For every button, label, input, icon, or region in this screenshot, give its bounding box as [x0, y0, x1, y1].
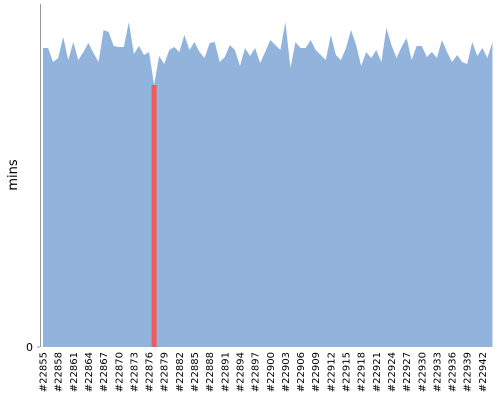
x-tick-label: #22873	[129, 352, 140, 392]
x-tick-label: #22921	[372, 352, 383, 392]
area	[43, 22, 493, 347]
x-tick-label: #22918	[357, 352, 368, 392]
x-tick-label: #22864	[84, 352, 95, 392]
x-tick-label: #22888	[205, 352, 216, 392]
x-tick-label: #22903	[281, 352, 292, 392]
x-tick-label: #22936	[448, 352, 459, 392]
x-tick-label: #22912	[326, 352, 337, 392]
x-tick-label: #22939	[463, 352, 474, 392]
x-tick-label: #22879	[160, 352, 171, 392]
y-axis-label: mins	[6, 159, 21, 191]
y-tick-label: 0	[26, 341, 33, 354]
x-tick-label: #22855	[39, 352, 50, 392]
x-tick-label: #22861	[69, 352, 80, 392]
x-tick-label: #22897	[251, 352, 262, 392]
x-tick-label: #22942	[478, 352, 489, 392]
highlight-bar	[151, 85, 157, 347]
x-tick-label: #22876	[145, 352, 156, 392]
x-tick-label: #22933	[432, 352, 443, 392]
x-tick-label: #22930	[417, 352, 428, 392]
x-tick-label: #22891	[220, 352, 231, 392]
x-tick-label: #22858	[54, 352, 65, 392]
x-tick-label: #22924	[387, 352, 398, 392]
x-tick-label: #22909	[311, 352, 322, 392]
x-tick-label: #22927	[402, 352, 413, 392]
x-tick-label: #22870	[114, 352, 125, 392]
x-tick-label: #22885	[190, 352, 201, 392]
x-tick-label: #22900	[266, 352, 277, 392]
x-tick-label: #22867	[99, 352, 110, 392]
x-tick-label: #22906	[296, 352, 307, 392]
x-tick-label: #22915	[342, 352, 353, 392]
x-tick-label: #22894	[235, 352, 246, 392]
x-tick-label: #22882	[175, 352, 186, 392]
